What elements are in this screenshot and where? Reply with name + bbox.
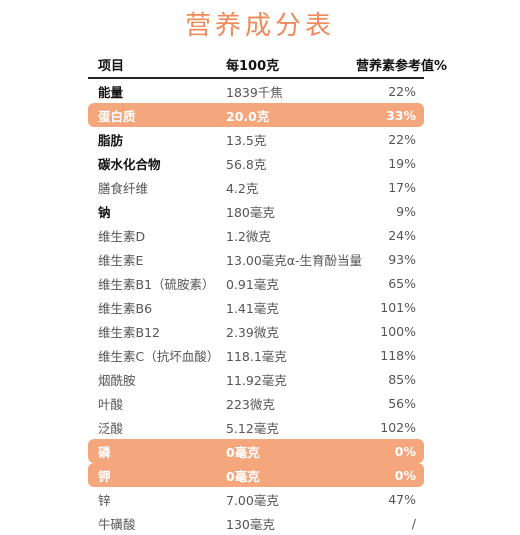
row-name: 锌 bbox=[98, 492, 111, 508]
row-value: 0毫克 bbox=[226, 468, 260, 484]
row-value: 1.41毫克 bbox=[226, 300, 279, 316]
row-name: 维生素B6 bbox=[98, 300, 153, 316]
row-name: 维生素C（抗坏血酸） bbox=[98, 348, 220, 364]
row-value: 11.92毫克 bbox=[226, 372, 287, 388]
row-nrv: 47% bbox=[388, 491, 416, 507]
row-name: 钾 bbox=[98, 468, 111, 484]
header-nrv: 营养素参考值% bbox=[356, 58, 448, 74]
table-row: 能量 1839千焦 22% bbox=[88, 79, 424, 103]
row-value: 13.00毫克α-生育酚当量 bbox=[226, 252, 363, 268]
row-nrv: 101% bbox=[380, 299, 416, 315]
header-per100g: 每100克 bbox=[226, 58, 280, 74]
row-value: 0.91毫克 bbox=[226, 276, 279, 292]
table-row: 泛酸 5.12毫克 102% bbox=[88, 415, 424, 439]
row-name: 膳食纤维 bbox=[98, 180, 149, 196]
table-row: 维生素B6 1.41毫克 101% bbox=[88, 295, 424, 319]
table-row: 叶酸 223微克 56% bbox=[88, 391, 424, 415]
row-value: 0毫克 bbox=[226, 444, 260, 460]
row-value: 13.5克 bbox=[226, 132, 267, 148]
row-value: 223微克 bbox=[226, 396, 275, 412]
row-nrv: 22% bbox=[388, 131, 416, 147]
row-value: 1.2微克 bbox=[226, 228, 271, 244]
row-value: 180毫克 bbox=[226, 204, 275, 220]
table-body: 能量 1839千焦 22% 蛋白质 20.0克 33% 脂肪 13.5克 22% 碳水化合物 56.… bbox=[88, 79, 424, 535]
row-name: 碳水化合物 bbox=[98, 156, 161, 172]
row-nrv: 56% bbox=[388, 395, 416, 411]
nutrition-table: 项目 每100克 营养素参考值% 能量 1839千焦 22% 蛋白质 20.0克 33% 脂… bbox=[88, 51, 448, 535]
row-nrv: 17% bbox=[388, 179, 416, 195]
row-value: 20.0克 bbox=[226, 108, 270, 124]
row-value: 118.1毫克 bbox=[226, 348, 287, 364]
table-row: 膳食纤维 4.2克 17% bbox=[88, 175, 424, 199]
table-header: 项目 每100克 营养素参考值% bbox=[88, 51, 448, 79]
row-nrv: 65% bbox=[388, 275, 416, 291]
table-row: 钾 0毫克 0% bbox=[88, 463, 424, 487]
row-nrv: 93% bbox=[388, 251, 416, 267]
row-nrv: 0% bbox=[394, 443, 416, 459]
table-row: 脂肪 13.5克 22% bbox=[88, 127, 424, 151]
row-nrv: / bbox=[411, 515, 416, 531]
row-value: 56.8克 bbox=[226, 156, 267, 172]
row-nrv: 24% bbox=[388, 227, 416, 243]
row-nrv: 118% bbox=[380, 347, 416, 363]
row-name: 泛酸 bbox=[98, 420, 124, 436]
table-row: 维生素D 1.2微克 24% bbox=[88, 223, 424, 247]
table-row: 烟酰胺 11.92毫克 85% bbox=[88, 367, 424, 391]
table-row: 牛磺酸 130毫克 / bbox=[88, 511, 424, 535]
row-nrv: 100% bbox=[380, 323, 416, 339]
row-name: 维生素D bbox=[98, 228, 146, 244]
row-name: 烟酰胺 bbox=[98, 372, 136, 388]
table-row: 钠 180毫克 9% bbox=[88, 199, 424, 223]
row-value: 5.12毫克 bbox=[226, 420, 279, 436]
row-nrv: 22% bbox=[388, 83, 416, 99]
page-title: 营养成分表 bbox=[184, 11, 335, 41]
row-name: 蛋白质 bbox=[98, 108, 136, 124]
table-row: 维生素B12 2.39微克 100% bbox=[88, 319, 424, 343]
table-row: 蛋白质 20.0克 33% bbox=[88, 103, 424, 127]
row-nrv: 85% bbox=[388, 371, 416, 387]
row-name: 维生素B12 bbox=[98, 324, 160, 340]
row-name: 脂肪 bbox=[98, 132, 124, 148]
table-row: 维生素C（抗坏血酸） 118.1毫克 118% bbox=[88, 343, 424, 367]
row-value: 130毫克 bbox=[226, 516, 275, 532]
table-row: 碳水化合物 56.8克 19% bbox=[88, 151, 424, 175]
row-nrv: 19% bbox=[388, 155, 416, 171]
row-name: 磷 bbox=[98, 444, 111, 460]
row-name: 维生素B1（硫胺素） bbox=[98, 276, 215, 292]
row-name: 能量 bbox=[98, 84, 124, 100]
header-item: 项目 bbox=[98, 58, 125, 74]
row-name: 叶酸 bbox=[98, 396, 124, 412]
row-name: 钠 bbox=[98, 204, 111, 220]
table-row: 锌 7.00毫克 47% bbox=[88, 487, 424, 511]
row-nrv: 33% bbox=[386, 107, 416, 123]
row-value: 7.00毫克 bbox=[226, 492, 279, 508]
row-nrv: 0% bbox=[394, 467, 416, 483]
row-value: 4.2克 bbox=[226, 180, 259, 196]
table-row: 维生素B1（硫胺素） 0.91毫克 65% bbox=[88, 271, 424, 295]
row-value: 1839千焦 bbox=[226, 84, 283, 100]
row-nrv: 102% bbox=[380, 419, 416, 435]
table-row: 维生素E 13.00毫克α-生育酚当量 93% bbox=[88, 247, 424, 271]
row-value: 2.39微克 bbox=[226, 324, 279, 340]
table-row: 磷 0毫克 0% bbox=[88, 439, 424, 463]
row-nrv: 9% bbox=[396, 203, 416, 219]
row-name: 牛磺酸 bbox=[98, 516, 136, 532]
row-name: 维生素E bbox=[98, 252, 144, 268]
